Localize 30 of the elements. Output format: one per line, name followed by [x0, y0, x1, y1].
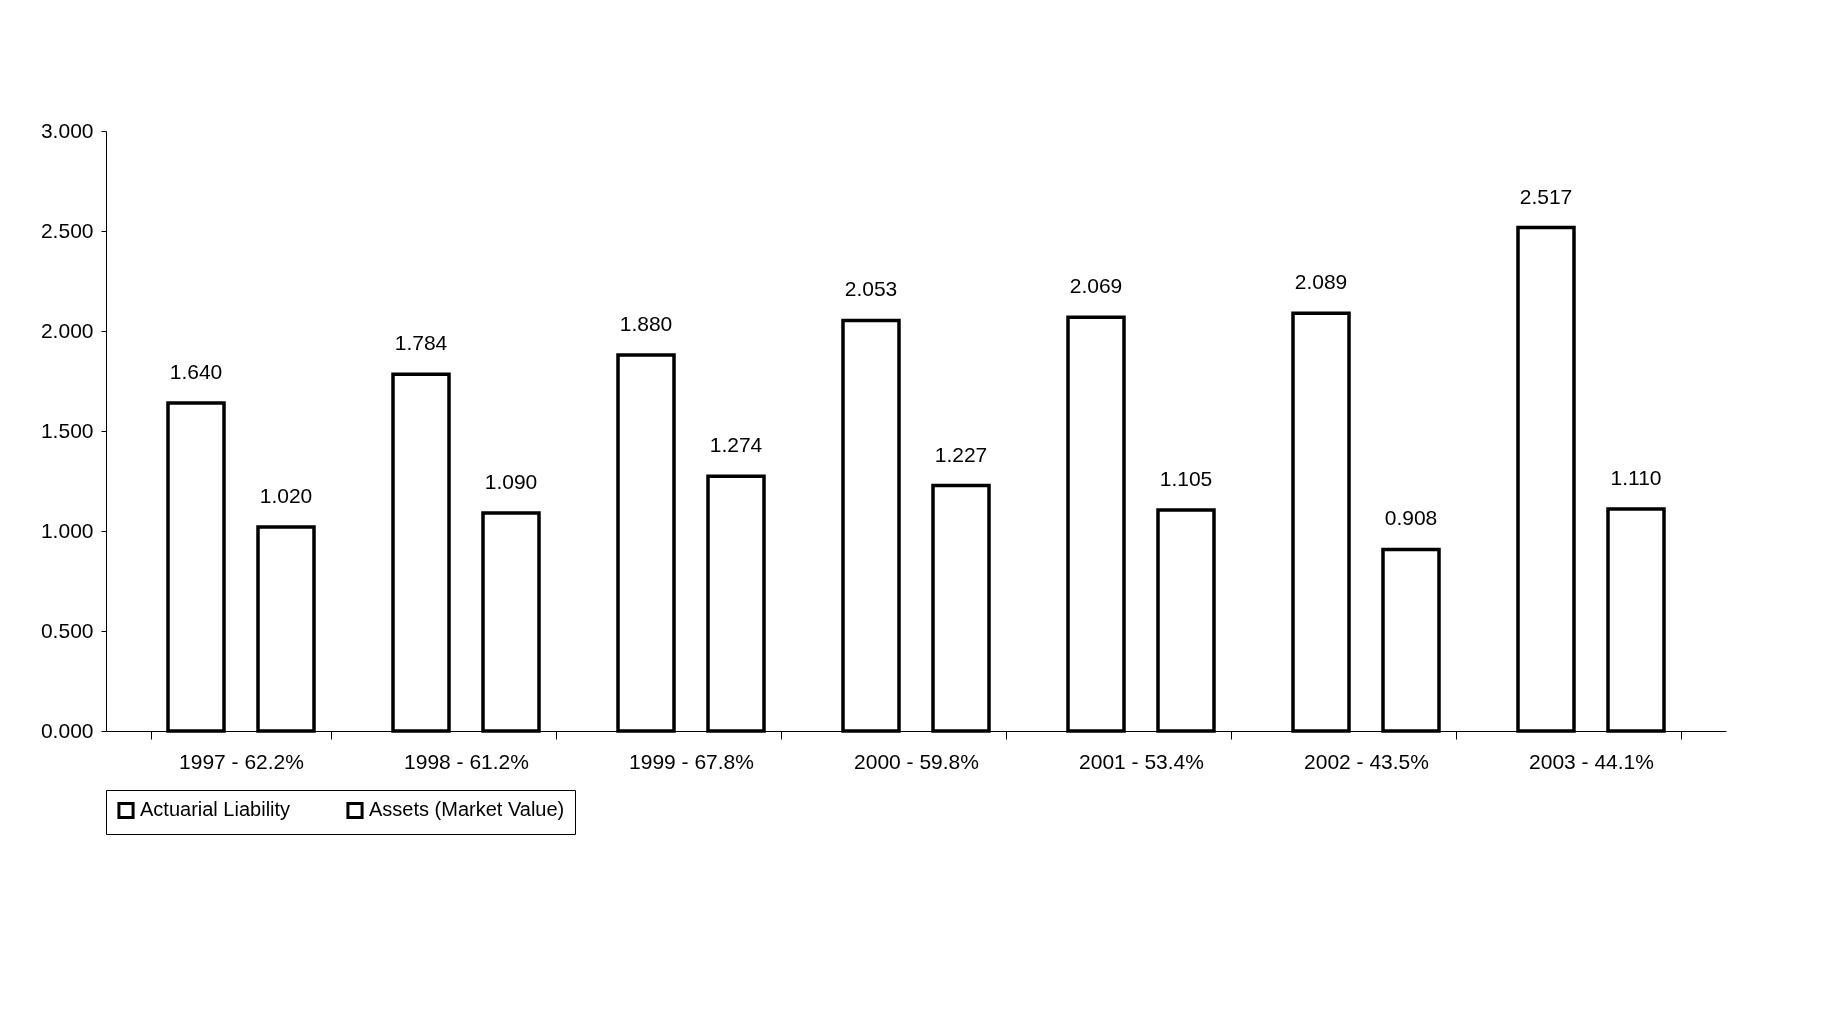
data-label: 2.069 [1069, 274, 1123, 298]
data-label: 1.105 [1159, 467, 1213, 490]
x-tick-label: 1999 - 67.8% [629, 749, 754, 773]
data-label: 2.053 [844, 277, 898, 301]
x-tick-label: 2002 - 43.5% [1304, 749, 1429, 773]
data-label: 1.090 [484, 470, 538, 493]
data-label: 2.517 [1519, 184, 1573, 208]
x-tick-label: 2003 - 44.1% [1529, 749, 1654, 773]
data-label: 1.880 [619, 312, 673, 335]
data-label: 1.227 [934, 442, 988, 466]
data-label: 1.784 [394, 331, 448, 355]
x-tick-label: 2001 - 53.4% [1079, 749, 1204, 773]
y-tick-label: 1.000 [40, 518, 94, 542]
data-label: 0.908 [1384, 506, 1438, 530]
x-tick-label: 1998 - 61.2% [404, 749, 529, 773]
data-label: 1.020 [259, 484, 313, 507]
y-tick-label: 2.000 [40, 318, 94, 342]
x-tick-label: 2000 - 59.8% [854, 749, 979, 773]
y-tick-label: 0.000 [40, 718, 94, 742]
y-tick-label: 1.500 [40, 418, 94, 442]
y-tick-label: 0.500 [40, 618, 94, 642]
legend-label: Assets (Market Value) [369, 798, 565, 821]
y-tick-label: 2.500 [40, 218, 94, 242]
data-label: 2.089 [1294, 270, 1348, 294]
data-label: 1.274 [709, 433, 763, 457]
x-tick-label: 1997 - 62.2% [179, 749, 304, 773]
y-tick-label: 3.000 [40, 118, 94, 142]
data-label: 1.640 [169, 360, 223, 383]
data-label: 1.110 [1610, 466, 1662, 489]
legend-label: Actuarial Liability [140, 798, 291, 821]
